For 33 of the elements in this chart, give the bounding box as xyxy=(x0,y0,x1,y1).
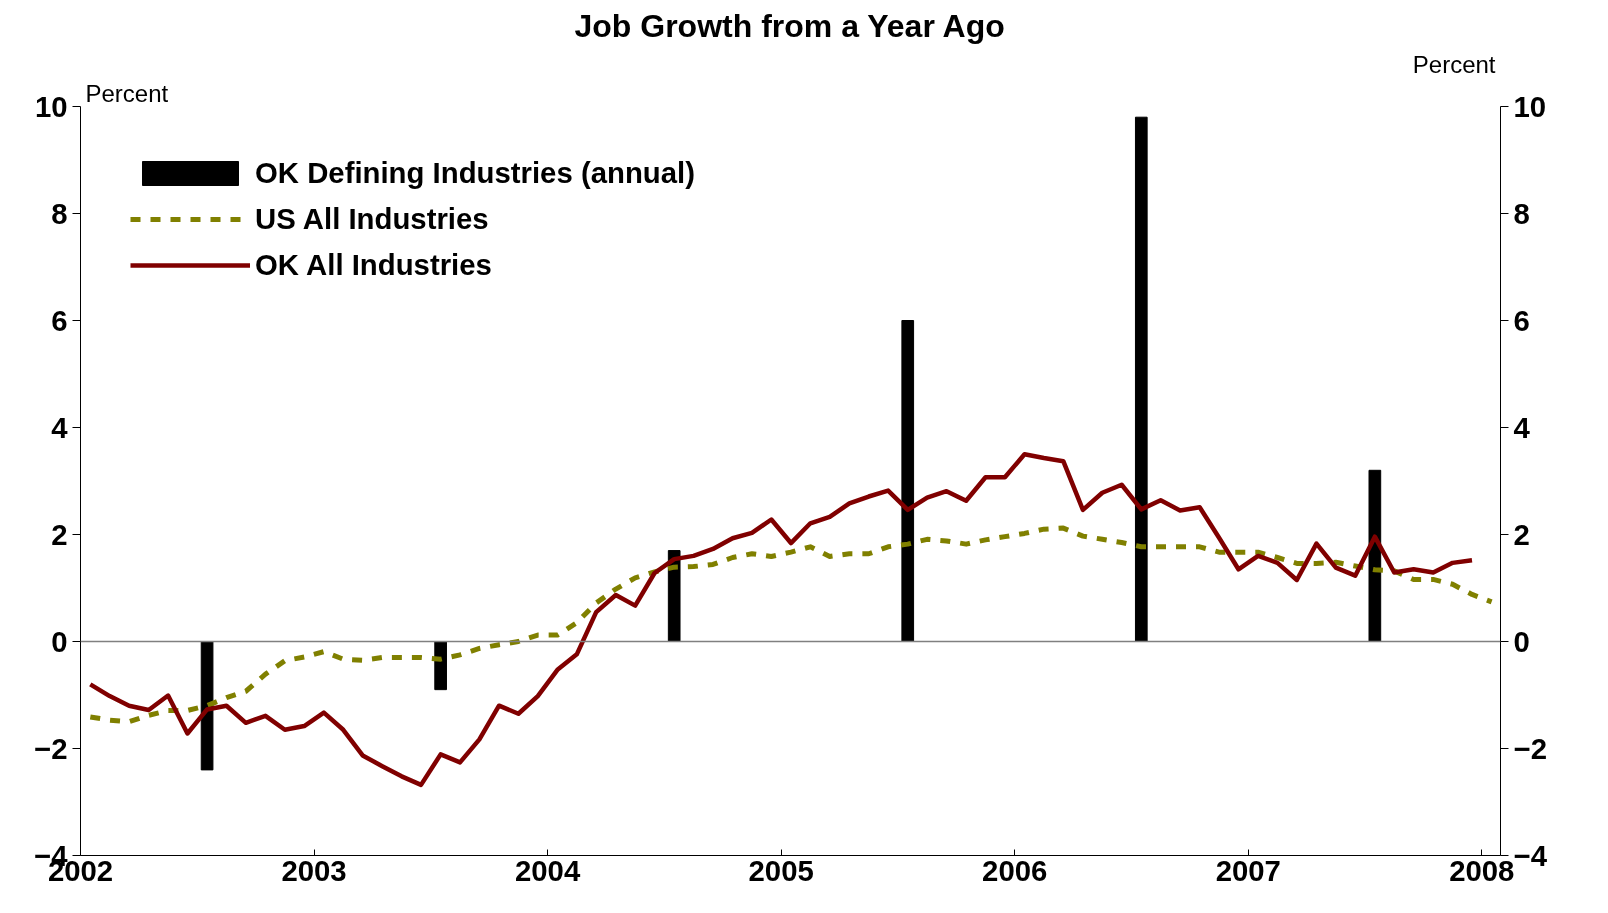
y-tick-label: 0 xyxy=(51,624,68,658)
line-series xyxy=(88,452,1475,788)
legend-label: OK All Industries xyxy=(255,248,492,282)
y-tick-label: 6 xyxy=(51,303,68,337)
y-tick-label: 8 xyxy=(51,196,68,230)
y-tick-label: 2 xyxy=(51,517,68,551)
y2-tick-label: 4 xyxy=(1513,410,1531,444)
legend-label: US All Industries xyxy=(255,202,489,236)
bar xyxy=(434,641,447,691)
x-tick-label: 2004 xyxy=(514,853,581,887)
y2-tick-label: 2 xyxy=(1513,517,1530,551)
x-tick-label: 2007 xyxy=(1215,853,1281,887)
y-axis-title: Percent xyxy=(85,79,169,107)
y2-tick-label: 8 xyxy=(1513,196,1530,230)
bar xyxy=(901,320,915,642)
y2-tick-label: −4 xyxy=(1513,838,1548,872)
y2-tick-label: 6 xyxy=(1513,303,1530,337)
x-tick-label: 2006 xyxy=(982,853,1048,887)
y-tick-label: 4 xyxy=(51,410,69,444)
y-tick-label: 10 xyxy=(34,89,68,123)
y2-axis-title: Percent xyxy=(1412,50,1496,78)
y2-tick-label: 0 xyxy=(1513,624,1530,658)
bar xyxy=(1134,116,1148,642)
y2-tick-label: 10 xyxy=(1513,89,1547,123)
y-tick-label: −2 xyxy=(34,731,68,765)
x-tick-label: 2005 xyxy=(748,853,814,887)
bar xyxy=(1368,469,1382,642)
x-tick-label: 2003 xyxy=(281,853,347,887)
y2-tick-label: −2 xyxy=(1513,731,1547,765)
chart-title: Job Growth from a Year Ago xyxy=(574,7,1005,44)
bar xyxy=(200,641,214,771)
x-tick-label: 2008 xyxy=(1449,853,1515,887)
legend-label: OK Defining Industries (annual) xyxy=(255,156,695,190)
